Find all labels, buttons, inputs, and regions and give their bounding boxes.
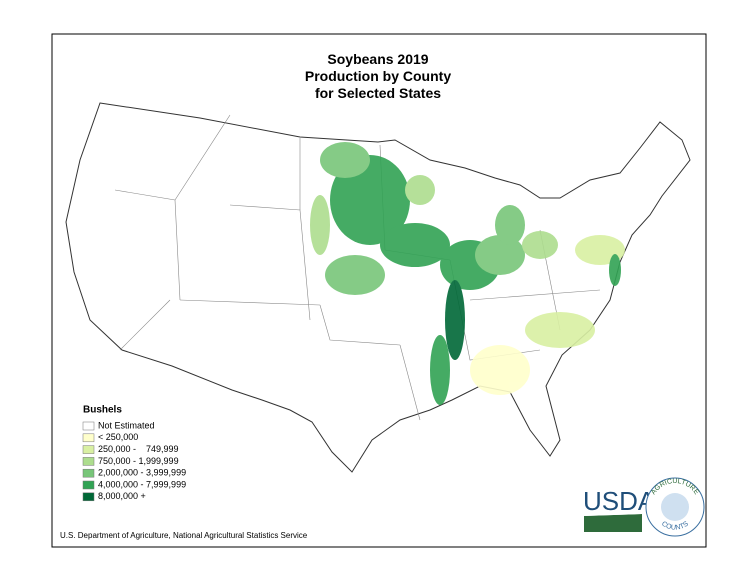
legend-label: 8,000,000 + <box>98 491 146 501</box>
legend-swatch <box>82 468 95 478</box>
legend-title: Bushels <box>83 405 122 416</box>
legend-label: 4,000,000 - 7,999,999 <box>98 479 186 489</box>
title-line: Production by County <box>305 68 451 84</box>
usda-logo: USDA AGRICULTURE COUNTS <box>583 477 705 537</box>
title-line: Soybeans 2019 <box>327 51 428 67</box>
footer: U.S. Department of Agriculture, National… <box>60 531 308 540</box>
logo-text: USDA <box>583 486 656 516</box>
legend-swatch <box>82 445 95 454</box>
us-map <box>65 102 691 473</box>
title-line: for Selected States <box>315 85 441 101</box>
legend-swatch <box>82 433 95 443</box>
legend-label: 250,000 - 749,999 <box>98 444 179 454</box>
legend-label: 750,000 - 1,999,999 <box>98 456 179 466</box>
logo-ring-text: COUNTS <box>660 520 690 531</box>
legend-swatch <box>82 480 95 490</box>
legend-label: 2,000,000 - 3,999,999 <box>98 468 186 478</box>
legend-swatch <box>82 421 95 431</box>
legend-swatch <box>82 457 95 466</box>
legend-label: Not Estimated <box>98 420 155 430</box>
legend-label: < 250,000 <box>98 432 138 442</box>
logo-ring-bottom: COUNTS <box>660 520 690 531</box>
legend-swatch <box>82 492 95 502</box>
legend: Not Estimated < 250,000 250,000 - 749,999 7… <box>82 420 186 502</box>
